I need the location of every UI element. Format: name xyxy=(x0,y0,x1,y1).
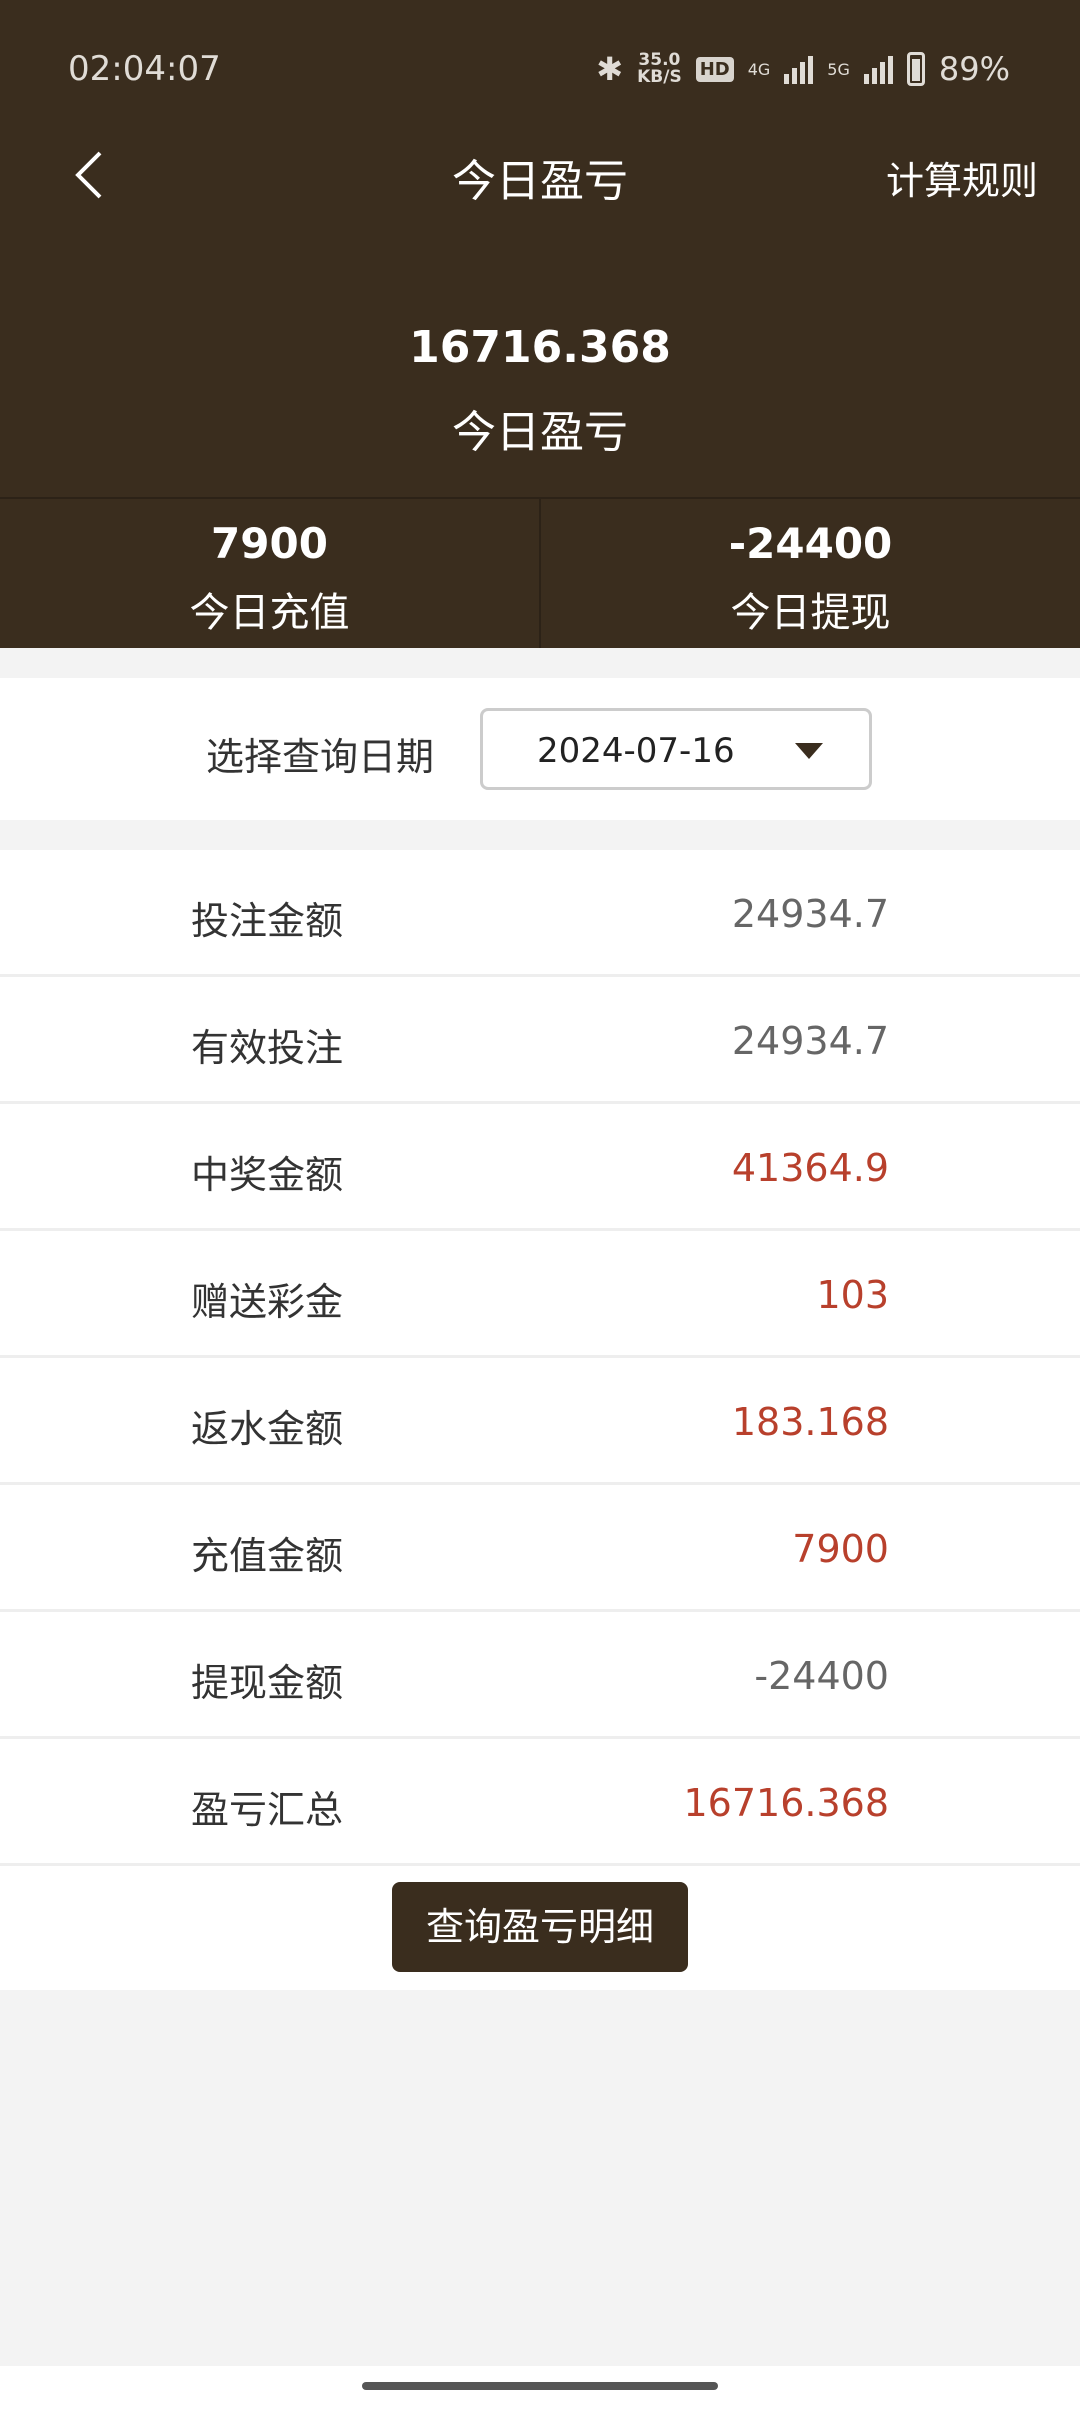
summary-list: 投注金额 24934.7 有效投注 24934.7 中奖金额 41364.9 赠送彩金 103… xyxy=(0,850,1080,1866)
item-value: 41364.9 xyxy=(731,1146,889,1190)
sim1-type: 4G xyxy=(747,59,771,79)
item-value: 183.168 xyxy=(731,1400,889,1444)
query-detail-button[interactable]: 查询盈亏明细 xyxy=(392,1882,688,1972)
item-label: 投注金额 xyxy=(191,899,344,943)
dropdown-arrow-icon xyxy=(795,743,823,759)
home-indicator[interactable] xyxy=(362,2382,718,2390)
item-value: -24400 xyxy=(754,1654,889,1698)
item-value: 103 xyxy=(816,1273,889,1317)
list-item: 中奖金额 41364.9 xyxy=(0,1104,1080,1231)
list-item: 返水金额 183.168 xyxy=(0,1358,1080,1485)
clock: 02:04:07 xyxy=(68,49,221,89)
item-value: 16716.368 xyxy=(683,1781,890,1825)
sim2-type: 5G xyxy=(827,59,850,79)
item-label: 中奖金额 xyxy=(191,1153,344,1197)
header-panel: 02:04:07 ✱ 35.0 KB/S HD 4G 5G 89% 今日盈亏 计算… xyxy=(0,0,1080,648)
stat-value: -24400 xyxy=(728,519,893,568)
today-profit-label: 今日盈亏 xyxy=(452,407,628,458)
stat-withdraw: -24400 今日提现 xyxy=(539,499,1080,648)
battery-icon xyxy=(906,52,925,86)
list-item: 赠送彩金 103 xyxy=(0,1231,1080,1358)
battery-level: 89% xyxy=(938,50,1010,88)
bluetooth-icon: ✱ xyxy=(596,50,624,88)
item-value: 24934.7 xyxy=(731,892,889,936)
item-label: 提现金额 xyxy=(191,1661,344,1705)
date-filter: 选择查询日期 2024-07-16 xyxy=(0,678,1080,820)
calc-rules-link[interactable]: 计算规则 xyxy=(885,159,1038,203)
list-item: 投注金额 24934.7 xyxy=(0,850,1080,977)
list-item: 充值金额 7900 xyxy=(0,1485,1080,1612)
page-title: 今日盈亏 xyxy=(452,156,628,207)
list-item: 提现金额 -24400 xyxy=(0,1612,1080,1739)
stat-deposit: 7900 今日充值 xyxy=(0,499,539,648)
back-icon[interactable] xyxy=(70,145,110,205)
signal-icon xyxy=(784,54,814,84)
list-item: 盈亏汇总 16716.368 xyxy=(0,1739,1080,1866)
item-value: 24934.7 xyxy=(731,1019,889,1063)
navigation-bar xyxy=(0,2366,1080,2414)
item-label: 有效投注 xyxy=(191,1026,344,1070)
network-speed: 35.0 KB/S xyxy=(637,50,682,87)
item-value: 7900 xyxy=(792,1527,889,1571)
item-label: 返水金额 xyxy=(191,1407,344,1451)
list-item: 有效投注 24934.7 xyxy=(0,977,1080,1104)
stat-value: 7900 xyxy=(211,519,328,568)
item-label: 赠送彩金 xyxy=(191,1280,344,1324)
signal-icon xyxy=(863,54,893,84)
stat-label: 今日提现 xyxy=(730,590,891,636)
date-select[interactable]: 2024-07-16 xyxy=(480,708,872,790)
date-label: 选择查询日期 xyxy=(206,735,435,779)
today-profit-value: 16716.368 xyxy=(409,322,671,373)
item-label: 盈亏汇总 xyxy=(191,1788,344,1832)
hd-voice-icon: HD xyxy=(695,56,734,82)
status-bar: 02:04:07 ✱ 35.0 KB/S HD 4G 5G 89% xyxy=(68,44,1010,94)
stat-label: 今日充值 xyxy=(189,590,350,636)
date-value: 2024-07-16 xyxy=(537,731,735,771)
item-label: 充值金额 xyxy=(191,1534,344,1578)
